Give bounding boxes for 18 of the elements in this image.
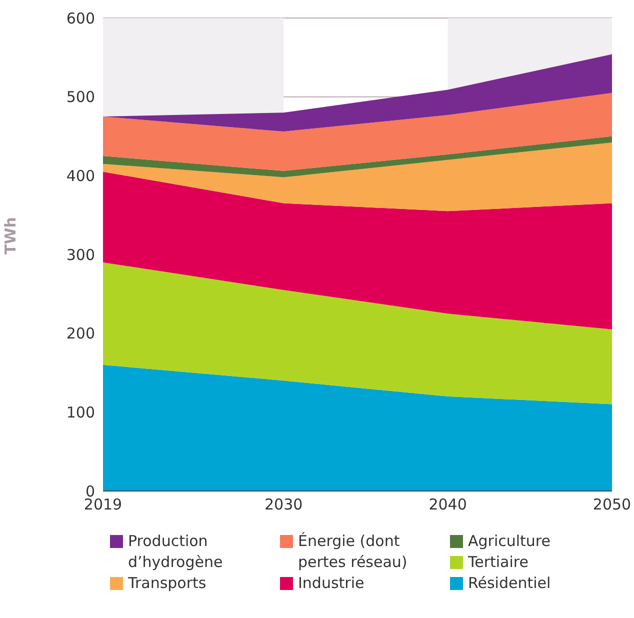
legend-label: Tertiaire — [468, 552, 530, 573]
y-tick-label: 400 — [66, 166, 95, 185]
y-tick-label: 100 — [66, 403, 95, 422]
legend-label: Résidentiel — [468, 573, 552, 594]
legend-label: Transports — [128, 573, 208, 594]
y-tick-label: 500 — [66, 88, 95, 106]
x-tick-label: 2030 — [264, 496, 303, 514]
x-tick-label: 2019 — [84, 496, 122, 514]
y-tick-label: 300 — [66, 246, 95, 264]
x-tick-label: 2050 — [592, 496, 632, 514]
x-tick-label: 2040 — [428, 496, 467, 514]
legend-label: Agriculture — [468, 531, 552, 552]
y-tick-label: 600 — [66, 9, 95, 28]
legend-label: Énergie (dont pertes réseau) — [298, 531, 408, 573]
legend-label: Industrie — [298, 573, 366, 594]
y-axis-title: TWh — [1, 217, 20, 254]
y-tick-label: 200 — [66, 324, 95, 343]
legend-label: Production d’hydrogène — [128, 531, 224, 573]
